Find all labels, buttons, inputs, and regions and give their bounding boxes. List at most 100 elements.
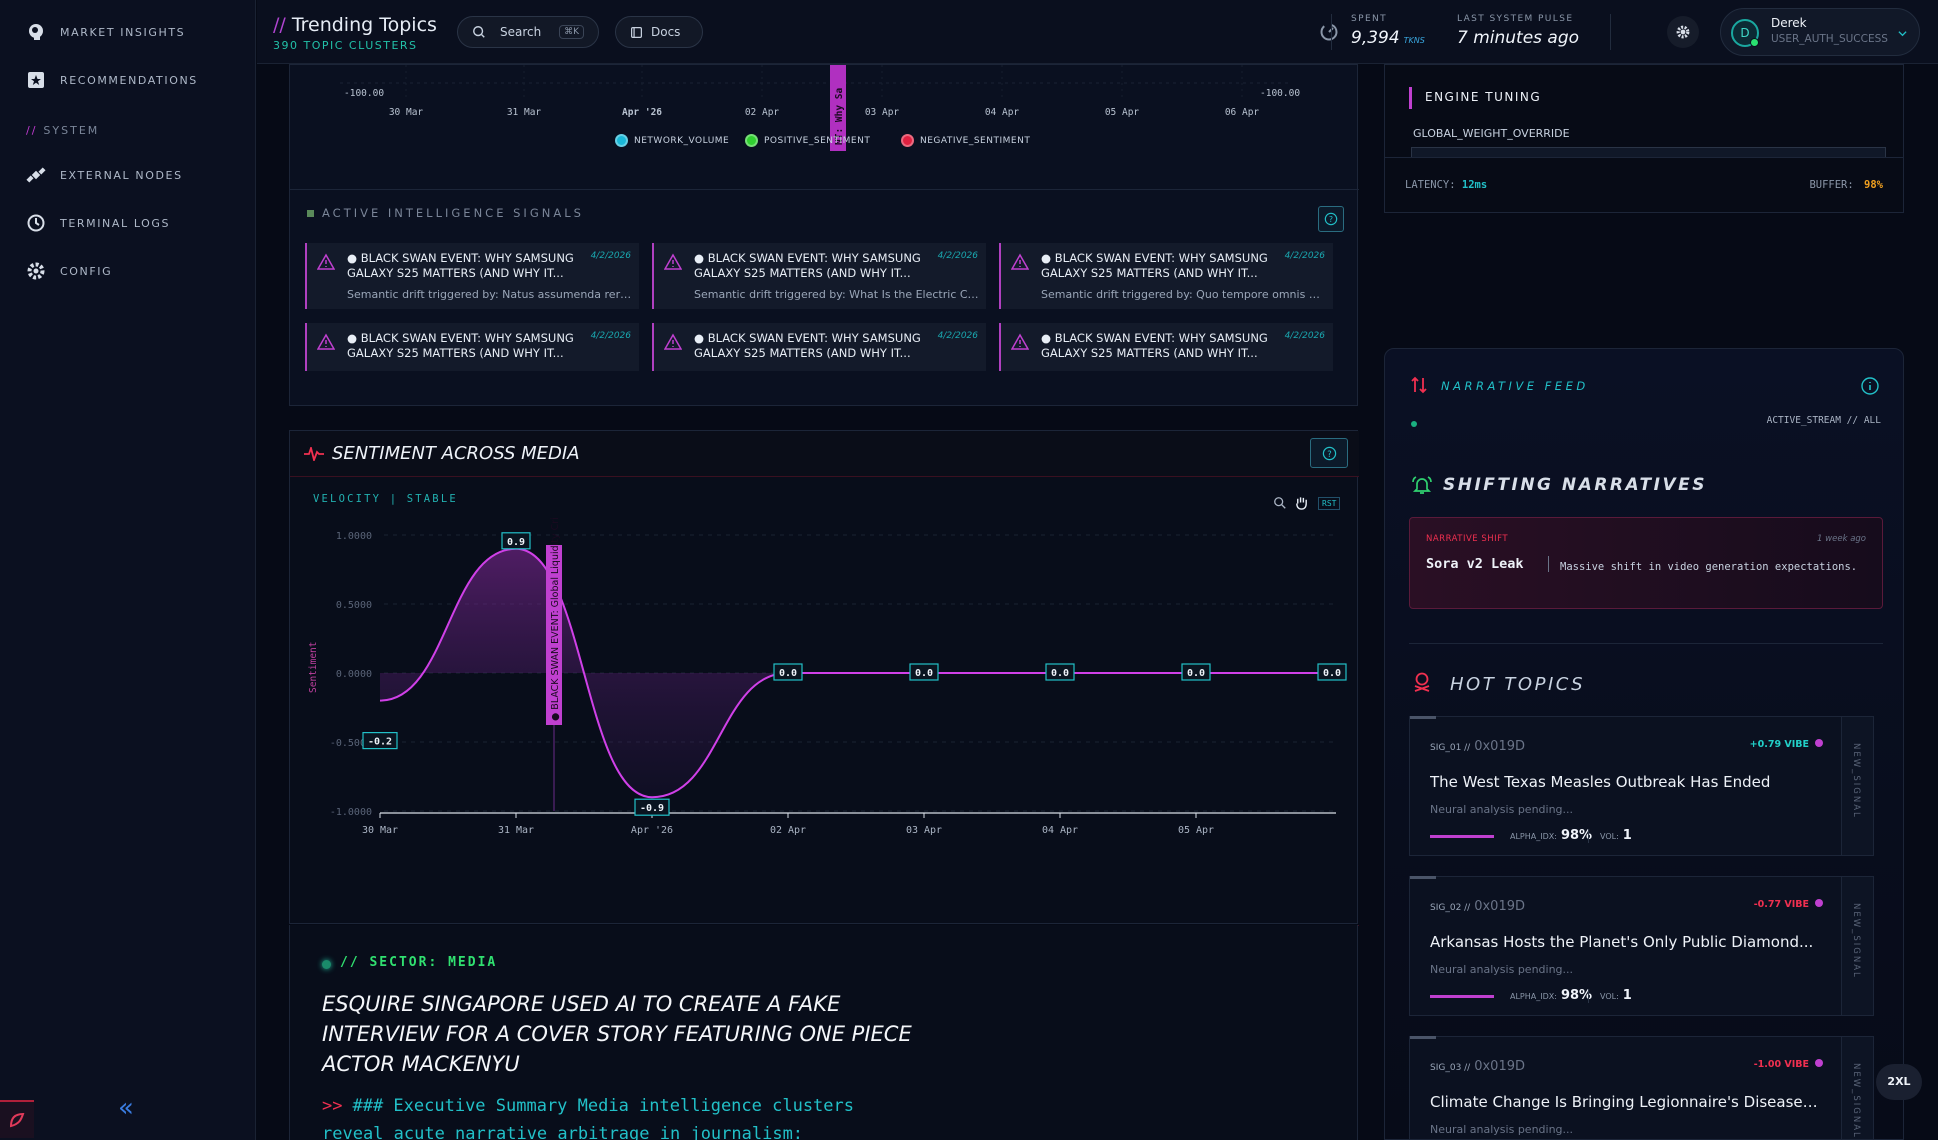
card-tab xyxy=(1410,716,1436,719)
shift-divider xyxy=(1548,556,1549,572)
warning-icon xyxy=(664,333,682,350)
narrative-feed-title: NARRATIVE FEED xyxy=(1441,379,1589,393)
signals-help-button[interactable]: ? xyxy=(1318,206,1344,232)
data-label: -0.9 xyxy=(640,803,664,814)
data-label-box xyxy=(1317,663,1347,681)
data-label-box xyxy=(909,663,939,681)
help-icon: ? xyxy=(1322,446,1337,461)
sidebar: MARKET INSIGHTS RECOMMENDATIONS //SYSTEM… xyxy=(0,0,256,1140)
x-tick-label: 05 Apr xyxy=(1178,825,1214,836)
x-tick-label: 30 Mar xyxy=(362,825,398,836)
sidebar-item-external-nodes[interactable]: EXTERNAL NODES xyxy=(26,165,183,185)
sidebar-item-terminal-logs[interactable]: TERMINAL LOGS xyxy=(26,213,170,233)
docs-button[interactable]: Docs xyxy=(615,16,703,48)
sidebar-item-market-insights[interactable]: MARKET INSIGHTS xyxy=(26,22,185,42)
weight-override-slider[interactable] xyxy=(1411,147,1886,157)
user-name: Derek xyxy=(1771,16,1807,30)
x-tick-label: 03 Apr xyxy=(865,107,900,118)
signal-id: SIG_01 //0x019D xyxy=(1430,739,1526,754)
hot-topic-card[interactable]: SIG_02 //0x019D -0.77 VIBE Arkansas Host… xyxy=(1409,876,1874,1016)
shift-name: Sora v2 Leak xyxy=(1426,556,1524,572)
signal-card[interactable]: ● BLACK SWAN EVENT: WHY SAMSUNG GALAXY S… xyxy=(999,323,1333,371)
signal-detail: Semantic drift triggered by: Quo tempore… xyxy=(1041,288,1326,301)
sort-arrows-icon xyxy=(1411,376,1427,394)
signal-title: ● BLACK SWAN EVENT: WHY SAMSUNG GALAXY S… xyxy=(347,251,574,280)
legend-network-volume[interactable]: NETWORK_VOLUME xyxy=(615,134,729,147)
x-tick-label: 02 Apr xyxy=(770,825,806,836)
spent-value: 9,394 TKNS xyxy=(1351,28,1425,48)
settings-button[interactable] xyxy=(1667,16,1699,48)
zoom-icon[interactable] xyxy=(1273,496,1287,510)
x-tick-label: 04 Apr xyxy=(985,107,1020,118)
gear-icon xyxy=(27,262,45,280)
signal-card[interactable]: ● BLACK SWAN EVENT: WHY SAMSUNG GALAXY S… xyxy=(652,323,986,371)
alpha-bar xyxy=(1430,835,1494,838)
vibe-dot xyxy=(1815,899,1823,907)
signal-card[interactable]: ● BLACK SWAN EVENT: WHY SAMSUNG GALAXY S… xyxy=(999,243,1333,309)
search-shortcut: ⌘K xyxy=(559,25,584,39)
latency-readout: LATENCY: 12ms xyxy=(1405,179,1488,191)
info-icon[interactable] xyxy=(1860,376,1880,396)
legend-positive-sentiment[interactable]: POSITIVE_SENTIMENT xyxy=(745,134,870,147)
sentiment-header xyxy=(290,431,1359,477)
svg-text:?: ? xyxy=(1327,449,1331,459)
signal-title: ● BLACK SWAN EVENT: WHY SAMSUNG GALAXY S… xyxy=(694,331,921,360)
shift-tag: NARRATIVE SHIFT xyxy=(1426,534,1509,544)
data-label-box xyxy=(501,532,531,550)
header-divider xyxy=(1610,14,1611,50)
pulse-value: 7 minutes ago xyxy=(1457,28,1580,48)
analysis-status: Neural analysis pending... xyxy=(1430,1123,1574,1136)
sidebar-item-label: RECOMMENDATIONS xyxy=(60,73,198,87)
svg-text:?: ? xyxy=(1329,215,1333,224)
app-logo-icon xyxy=(0,1100,34,1138)
avatar: D xyxy=(1731,19,1759,47)
panel-divider xyxy=(290,189,1359,190)
warning-icon xyxy=(1011,253,1029,270)
new-signal-strip: NEW_SIGNAL xyxy=(1841,717,1873,855)
sidebar-item-config[interactable]: CONFIG xyxy=(26,261,112,281)
data-label-box xyxy=(773,663,803,681)
alpha-bar xyxy=(1430,995,1494,998)
x-tick-label: 31 Mar xyxy=(507,107,542,118)
stream-live-dot xyxy=(1411,421,1417,427)
sidebar-item-recommendations[interactable]: RECOMMENDATIONS xyxy=(26,70,198,90)
sentiment-help-button[interactable]: ? xyxy=(1310,438,1348,468)
pan-hand-icon[interactable] xyxy=(1294,495,1309,510)
reset-zoom-button[interactable]: RST xyxy=(1318,497,1341,510)
narrative-shift-card[interactable]: NARRATIVE SHIFT 1 week ago Sora v2 Leak … xyxy=(1409,517,1883,609)
signal-detail: Semantic drift triggered by: What Is the… xyxy=(694,288,979,301)
volume: VOL: 1 xyxy=(1600,988,1632,1003)
collapse-sidebar-button[interactable]: « xyxy=(118,1093,134,1123)
legend-swatch xyxy=(901,134,914,147)
warning-icon xyxy=(317,253,335,270)
hot-topic-card[interactable]: SIG_01 //0x019D +0.79 VIBE The West Texa… xyxy=(1409,716,1874,856)
signal-card[interactable]: ● BLACK SWAN EVENT: WHY SAMSUNG GALAXY S… xyxy=(305,323,639,371)
event-marker[interactable] xyxy=(546,545,562,725)
legend-swatch xyxy=(615,134,628,147)
shifting-narratives-title: SHIFTING NARRATIVES xyxy=(1443,475,1707,495)
active-stream-label: ACTIVE_STREAM // ALL xyxy=(1766,415,1881,426)
sector-article: // SECTOR: MEDIA ESQUIRE SINGAPORE USED … xyxy=(289,925,1358,1140)
pulse-label: LAST SYSTEM PULSE xyxy=(1457,14,1574,24)
search-button[interactable]: Search ⌘K xyxy=(457,16,599,48)
user-profile-button[interactable]: D Derek USER_AUTH_SUCCESS xyxy=(1720,8,1920,56)
data-label: 0.0 xyxy=(1187,668,1205,679)
chevron-down-icon xyxy=(1898,31,1907,37)
signal-date: 4/2/2026 xyxy=(937,251,978,261)
event-marker[interactable] xyxy=(830,65,846,151)
vibe-score: -1.00 VIBE xyxy=(1754,1059,1823,1070)
hot-topic-card[interactable]: SIG_03 //0x019D -1.00 VIBE Climate Chang… xyxy=(1409,1036,1874,1140)
data-label-box xyxy=(362,732,398,750)
star-icon xyxy=(28,72,44,88)
shift-description: Massive shift in video generation expect… xyxy=(1560,561,1858,573)
data-label: -0.2 xyxy=(368,737,392,748)
data-label-box xyxy=(1045,663,1075,681)
gear-icon xyxy=(1676,25,1690,39)
vibe-dot xyxy=(1815,1059,1823,1067)
legend-negative-sentiment[interactable]: NEGATIVE_SENTIMENT xyxy=(901,134,1030,147)
signal-card[interactable]: ● BLACK SWAN EVENT: WHY SAMSUNG GALAXY S… xyxy=(305,243,639,309)
x-tick-label: Apr '26 xyxy=(622,107,662,118)
header-divider xyxy=(1331,14,1332,50)
signal-card[interactable]: ● BLACK SWAN EVENT: WHY SAMSUNG GALAXY S… xyxy=(652,243,986,309)
